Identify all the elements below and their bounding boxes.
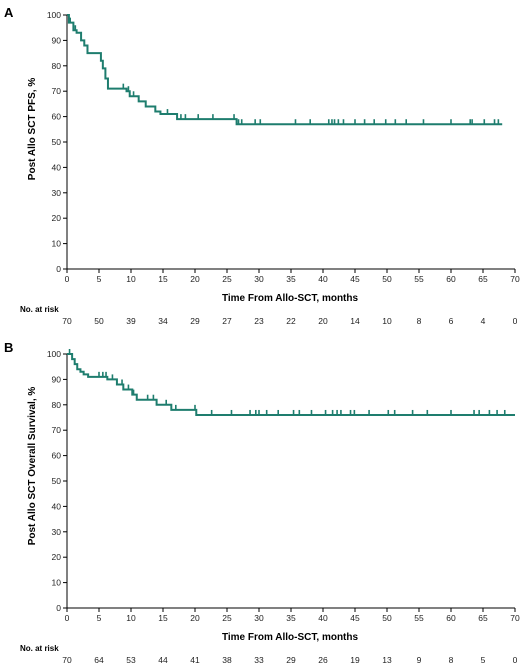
panel-a-x-tick-label: 60: [446, 274, 456, 284]
panel-b-risk-count: 70: [62, 655, 72, 665]
panel-b-x-tick-label: 70: [510, 613, 520, 623]
panel-a-risk-count: 70: [62, 316, 72, 326]
panel-a-x-tick-label: 5: [97, 274, 102, 284]
panel-a-ylabel: Post Allo SCT PFS, %: [27, 78, 38, 181]
panel-a-risk-count: 27: [222, 316, 232, 326]
panel-b-y-tick-label: 90: [52, 374, 62, 384]
panel-a-x-tick-label: 55: [414, 274, 424, 284]
panel-b-y-tick-label: 70: [52, 425, 62, 435]
panel-b-risk-count: 29: [286, 655, 296, 665]
panel-b-y-tick-label: 60: [52, 451, 62, 461]
panel-b-risk-count: 8: [449, 655, 454, 665]
panel-a-y-tick-label: 40: [52, 162, 62, 172]
panel-b-risk-count: 26: [318, 655, 328, 665]
panel-a-y-tick-label: 50: [52, 137, 62, 147]
panel-a-risk-title: No. at risk: [20, 305, 59, 314]
panel-b-risk-count: 13: [382, 655, 392, 665]
panel-b-x-tick-label: 20: [190, 613, 200, 623]
panel-b-x-tick-label: 30: [254, 613, 264, 623]
panel-a-y-tick-label: 90: [52, 35, 62, 45]
panel-a-risk-count: 6: [449, 316, 454, 326]
panel-b-x-tick-label: 55: [414, 613, 424, 623]
panel-b-y-tick-label: 0: [56, 603, 61, 613]
panel-a-y-tick-label: 60: [52, 112, 62, 122]
panel-a-x-tick-label: 25: [222, 274, 232, 284]
panel-b-risk-count: 9: [417, 655, 422, 665]
panel-a-risk-count: 23: [254, 316, 264, 326]
panel-b-x-tick-label: 40: [318, 613, 328, 623]
panel-a-y-tick-label: 20: [52, 213, 62, 223]
panel-a-x-tick-label: 40: [318, 274, 328, 284]
panel-b-risk-count: 0: [513, 655, 518, 665]
panel-b-risk-count: 41: [190, 655, 200, 665]
panel-a: A Post Allo SCT PFS, % Time From Allo-SC…: [4, 5, 520, 326]
panel-a-risk-count: 39: [126, 316, 136, 326]
panel-b-x-tick-label: 35: [286, 613, 296, 623]
panel-a-x-tick-label: 0: [65, 274, 70, 284]
panel-a-letter: A: [4, 5, 14, 20]
panel-b-y-tick-label: 10: [52, 578, 62, 588]
panel-a-risk-count: 0: [513, 316, 518, 326]
panel-a-x-tick-label: 35: [286, 274, 296, 284]
panel-b-risk-count: 19: [350, 655, 360, 665]
panel-b-ylabel: Post Allo SCT Overall Survival, %: [27, 387, 38, 546]
panel-b-risk-count: 5: [481, 655, 486, 665]
panel-a-y-tick-label: 100: [47, 10, 61, 20]
panel-a-x-tick-label: 30: [254, 274, 264, 284]
panel-b-x-tick-label: 0: [65, 613, 70, 623]
panel-b-risk-count: 64: [94, 655, 104, 665]
panel-b-y-tick-label: 80: [52, 400, 62, 410]
panel-b-x-tick-label: 5: [97, 613, 102, 623]
panel-b-x-tick-label: 15: [158, 613, 168, 623]
panel-b-x-tick-label: 45: [350, 613, 360, 623]
panel-b: B Post Allo SCT Overall Survival, % Time…: [4, 340, 520, 665]
panel-b-xlabel: Time From Allo-SCT, months: [222, 632, 359, 643]
panel-a-risk-count: 10: [382, 316, 392, 326]
panel-a-y-tick-label: 10: [52, 239, 62, 249]
panel-a-risk-count: 14: [350, 316, 360, 326]
panel-b-x-tick-label: 60: [446, 613, 456, 623]
panel-b-y-tick-label: 30: [52, 527, 62, 537]
panel-b-letter: B: [4, 340, 13, 355]
panel-a-risk-count: 20: [318, 316, 328, 326]
panel-b-risk-count: 44: [158, 655, 168, 665]
panel-a-xlabel: Time From Allo-SCT, months: [222, 293, 359, 304]
panel-b-y-tick-label: 20: [52, 552, 62, 562]
panel-b-survival-curve: [67, 353, 515, 416]
panel-a-y-tick-label: 80: [52, 61, 62, 71]
panel-b-y-tick-label: 50: [52, 476, 62, 486]
panel-a-x-tick-label: 10: [126, 274, 136, 284]
panel-a-risk-count: 8: [417, 316, 422, 326]
panel-a-risk-count: 4: [481, 316, 486, 326]
panel-b-x-tick-label: 25: [222, 613, 232, 623]
panel-a-x-tick-label: 15: [158, 274, 168, 284]
panel-a-risk-count: 34: [158, 316, 168, 326]
panel-a-y-tick-label: 30: [52, 188, 62, 198]
panel-a-x-tick-label: 20: [190, 274, 200, 284]
panel-a-risk-count: 50: [94, 316, 104, 326]
panel-a-risk-count: 29: [190, 316, 200, 326]
panel-a-x-tick-label: 45: [350, 274, 360, 284]
panel-b-y-tick-label: 100: [47, 349, 61, 359]
panel-a-x-tick-label: 65: [478, 274, 488, 284]
panel-a-risk-count: 22: [286, 316, 296, 326]
panel-b-risk-count: 33: [254, 655, 264, 665]
panel-a-y-tick-label: 0: [56, 264, 61, 274]
panel-b-x-tick-label: 65: [478, 613, 488, 623]
panel-b-y-tick-label: 40: [52, 501, 62, 511]
panel-b-risk-count: 38: [222, 655, 232, 665]
panel-a-x-tick-label: 50: [382, 274, 392, 284]
panel-b-risk-title: No. at risk: [20, 644, 59, 653]
panel-b-risk-count: 53: [126, 655, 136, 665]
panel-a-y-tick-label: 70: [52, 86, 62, 96]
panel-b-x-tick-label: 10: [126, 613, 136, 623]
panel-a-survival-curve: [67, 14, 503, 126]
panel-a-x-tick-label: 70: [510, 274, 520, 284]
panel-b-x-tick-label: 50: [382, 613, 392, 623]
